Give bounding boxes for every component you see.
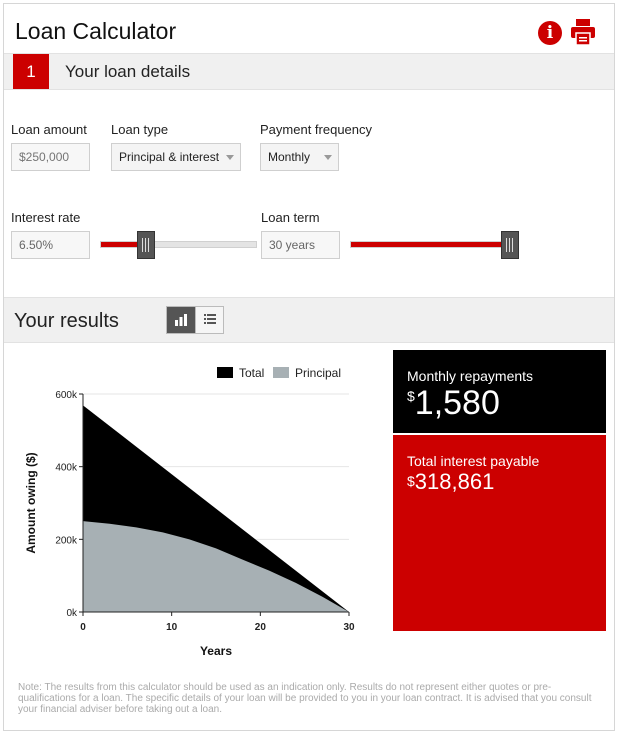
monthly-repayments-value: $1,580 — [407, 384, 500, 422]
bar-chart-icon — [175, 314, 187, 326]
list-icon — [204, 314, 216, 324]
chart-view-button[interactable] — [167, 307, 195, 333]
loan-term-input[interactable] — [261, 231, 340, 259]
calculator-panel: Loan Calculator i 1 Your loan details Lo… — [3, 3, 615, 731]
interest-rate-label: Interest rate — [11, 210, 81, 225]
view-toggle — [166, 306, 224, 334]
payment-frequency-label: Payment frequency — [260, 122, 373, 137]
y-tick-label: 600k — [55, 390, 78, 401]
loan-type-label: Loan type — [111, 122, 169, 137]
loan-term-slider[interactable] — [350, 241, 510, 248]
loan-details-header: 1 Your loan details — [4, 53, 614, 90]
y-tick-label: 200k — [55, 535, 78, 546]
payment-frequency-value: Monthly — [268, 150, 311, 164]
total-interest-label: Total interest payable — [407, 453, 540, 469]
loan-amount-input[interactable] — [11, 143, 90, 171]
legend-label-principal: Principal — [295, 366, 341, 380]
interest-rate-slider[interactable] — [100, 241, 257, 248]
interest-rate-slider-fill — [101, 242, 146, 247]
loan-term-slider-handle[interactable] — [501, 231, 519, 259]
loan-term-label: Loan term — [261, 210, 320, 225]
payment-frequency-select[interactable]: Monthly — [260, 143, 339, 171]
legend-swatch-principal — [273, 367, 289, 378]
series-area-principal — [83, 521, 349, 612]
y-axis-label: Amount owing ($) — [24, 452, 38, 553]
x-tick-label: 0 — [80, 622, 86, 633]
total-interest-value: $318,861 — [407, 469, 495, 494]
section-title: Your loan details — [65, 62, 191, 81]
interest-rate-slider-handle[interactable] — [136, 231, 155, 259]
printer-icon[interactable] — [570, 18, 596, 46]
x-tick-label: 10 — [166, 622, 178, 633]
amount-owing-chart: 0k 200k 400k 600k 0 10 20 30 Years Amount owing (… — [24, 366, 355, 658]
y-tick-label: 0k — [66, 608, 78, 619]
loan-type-select[interactable]: Principal & interest — [111, 143, 241, 171]
results-title: Your results — [14, 310, 119, 332]
x-tick-label: 20 — [255, 622, 267, 633]
chevron-down-icon — [226, 155, 234, 160]
page-title: Loan Calculator — [15, 18, 177, 44]
step-number: 1 — [13, 54, 49, 89]
total-interest-panel: Total interest payable $318,861 — [393, 435, 606, 631]
loan-type-value: Principal & interest — [119, 150, 220, 164]
monthly-repayments-panel: Monthly repayments $1,580 — [393, 350, 606, 433]
interest-rate-input[interactable] — [11, 231, 90, 259]
legend-label-total: Total — [239, 366, 264, 380]
loan-term-slider-fill — [351, 242, 509, 247]
results-header: Your results — [4, 297, 614, 343]
monthly-repayments-label: Monthly repayments — [407, 368, 534, 384]
disclaimer-note: Note: The results from this calculator s… — [18, 682, 592, 715]
legend-swatch-total — [217, 367, 233, 378]
x-axis-label: Years — [200, 644, 232, 658]
chevron-down-icon — [324, 155, 332, 160]
table-view-button[interactable] — [195, 307, 223, 333]
x-tick-label: 30 — [343, 622, 355, 633]
info-icon[interactable]: i — [538, 21, 562, 45]
loan-amount-label: Loan amount — [11, 122, 87, 137]
y-tick-label: 400k — [55, 463, 78, 474]
